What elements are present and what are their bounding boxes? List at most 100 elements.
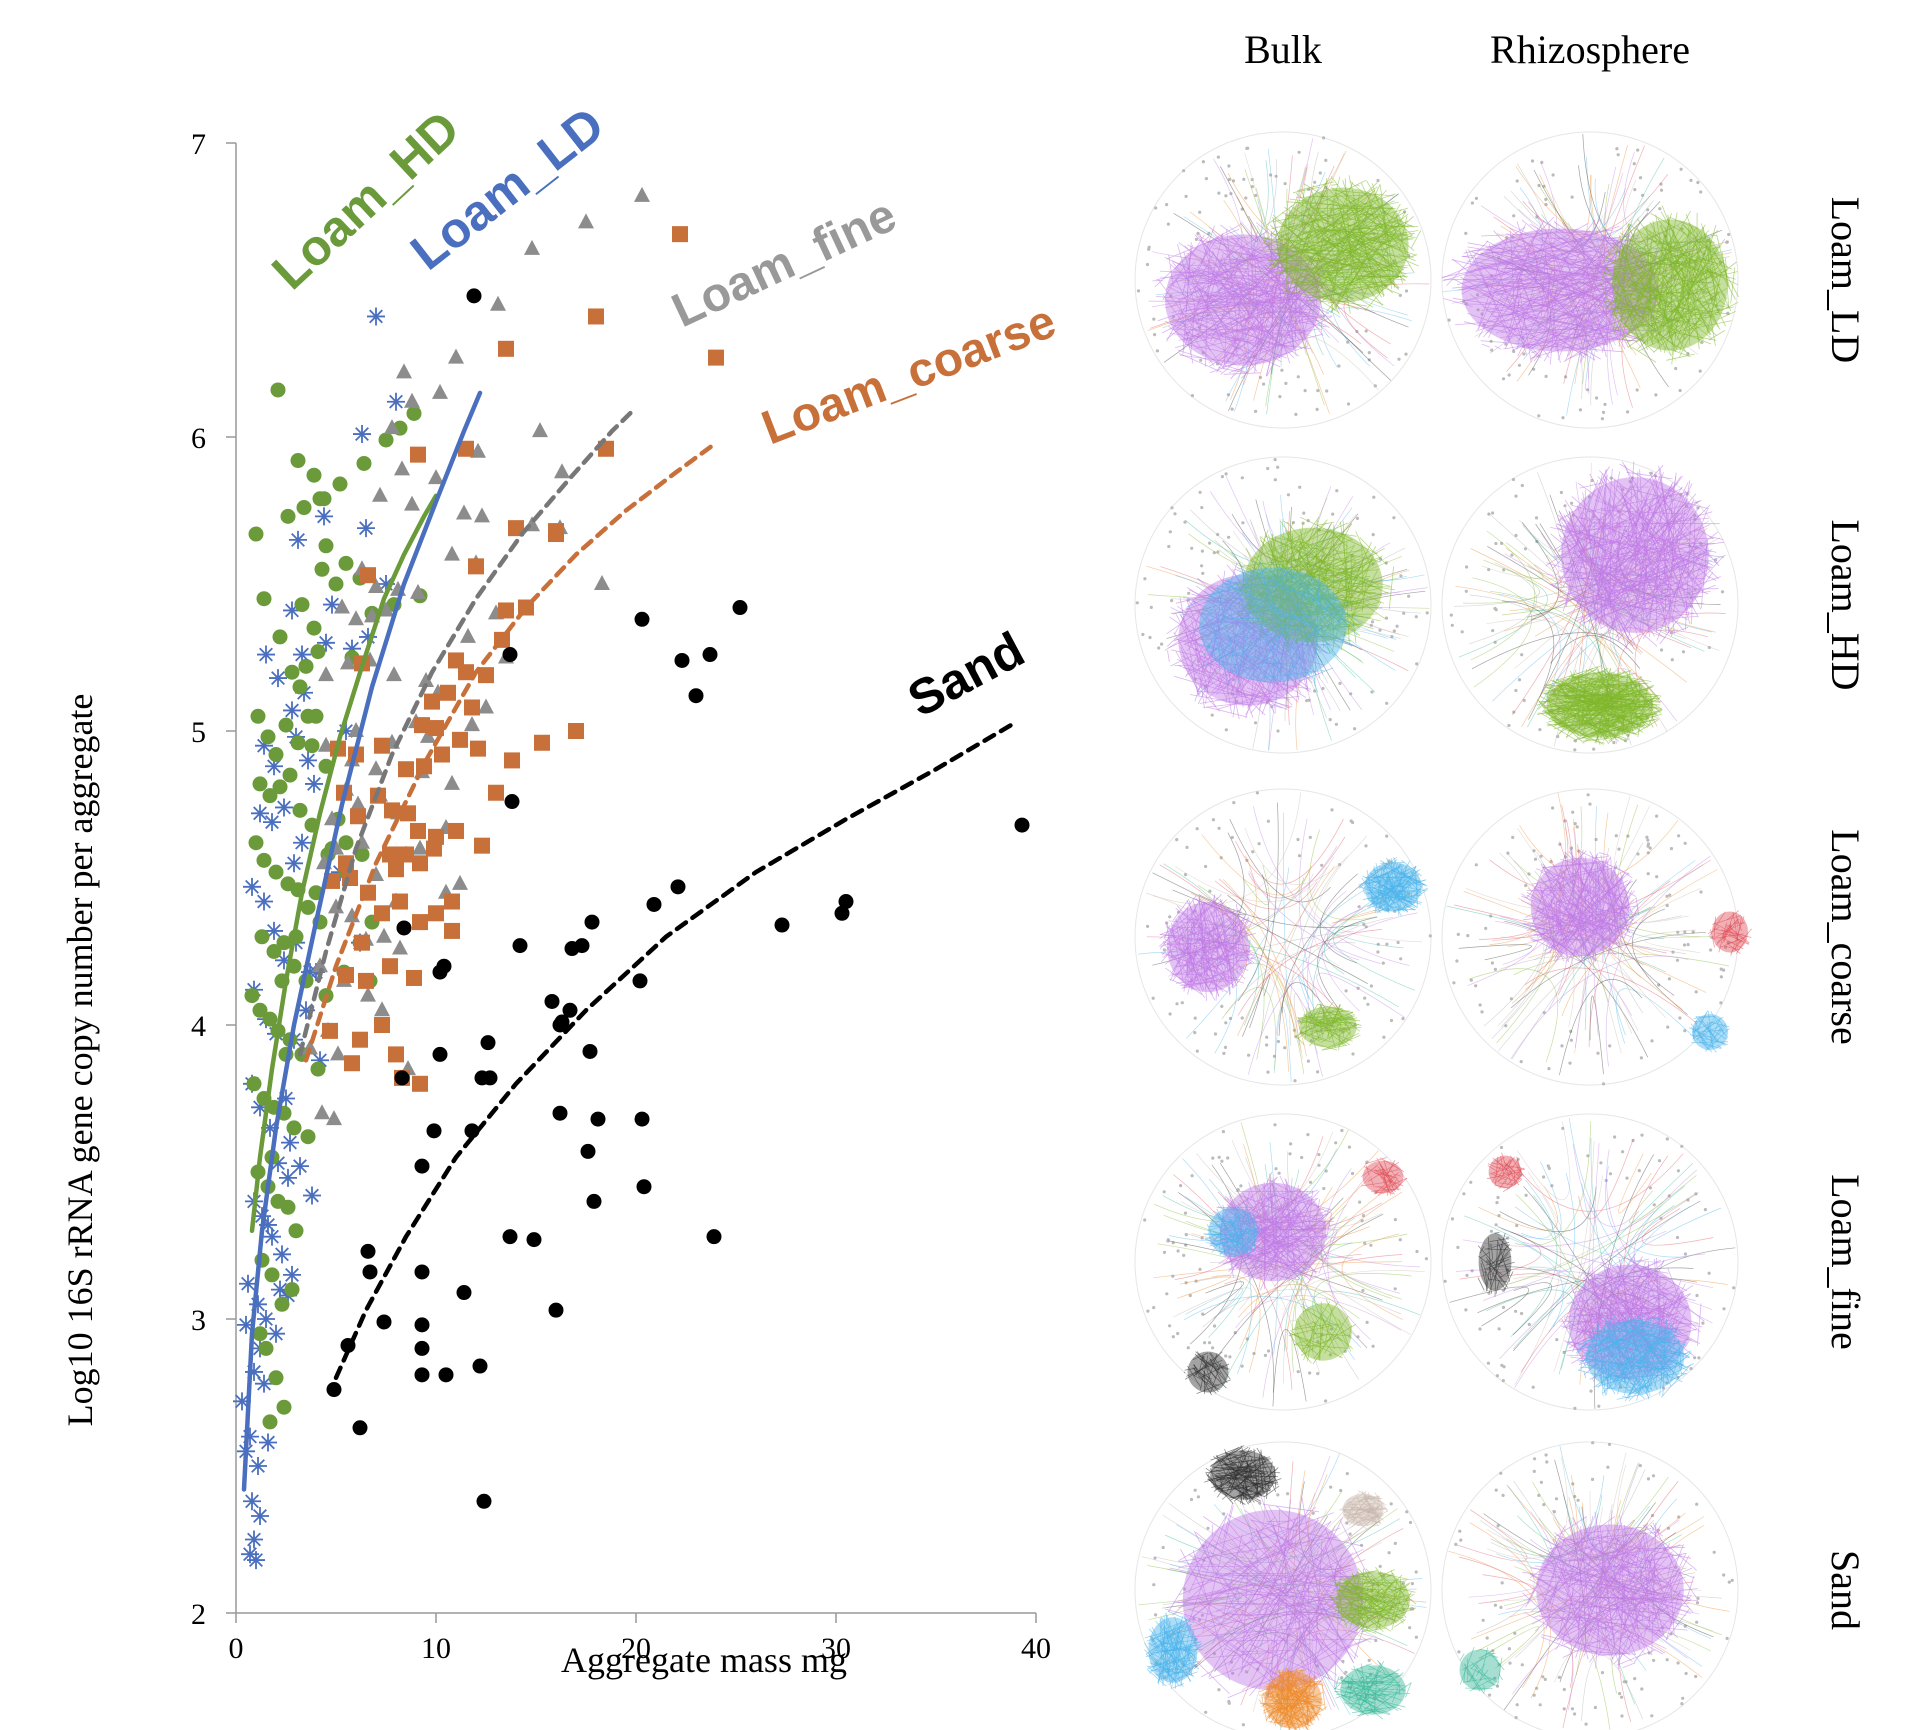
data-point xyxy=(251,804,269,823)
data-point xyxy=(458,664,474,681)
data-point xyxy=(674,652,690,668)
x-tick-label: 40 xyxy=(1021,1632,1051,1665)
data-point xyxy=(398,846,414,863)
data-point xyxy=(396,920,412,936)
data-point xyxy=(249,1457,267,1475)
data-point xyxy=(328,898,344,914)
data-point xyxy=(384,419,400,435)
network-graph xyxy=(1134,131,1432,429)
data-point xyxy=(338,967,354,984)
data-point xyxy=(268,864,284,880)
data-point xyxy=(311,1051,329,1070)
network-graph xyxy=(1441,788,1752,1086)
data-point xyxy=(252,1326,268,1342)
data-point xyxy=(444,774,460,790)
data-point xyxy=(278,717,294,733)
column-header-bulk: Bulk xyxy=(1244,27,1322,72)
trend-lines xyxy=(241,390,1019,1492)
x-tick-label: 20 xyxy=(621,1632,651,1665)
data-point xyxy=(526,1232,542,1248)
data-point xyxy=(248,835,264,851)
data-point xyxy=(774,917,790,933)
data-point xyxy=(458,440,474,457)
data-point xyxy=(283,701,301,720)
data-point xyxy=(255,736,273,755)
data-point xyxy=(646,896,662,912)
data-point xyxy=(283,1265,301,1284)
data-point xyxy=(424,693,440,710)
data-point xyxy=(255,1374,273,1393)
trend-loam-fine xyxy=(297,405,639,1057)
data-point xyxy=(834,905,850,921)
data-point xyxy=(524,239,540,255)
data-point xyxy=(360,1243,376,1259)
data-point xyxy=(368,760,384,776)
data-point xyxy=(398,761,414,778)
data-point xyxy=(288,1223,304,1239)
data-point xyxy=(466,288,482,304)
data-point xyxy=(378,432,394,448)
network-graph xyxy=(1134,456,1432,754)
data-series xyxy=(233,186,1030,1570)
data-point xyxy=(384,802,400,819)
data-point xyxy=(582,1043,598,1059)
data-point xyxy=(382,846,398,863)
data-point xyxy=(382,958,398,975)
data-point xyxy=(266,944,282,959)
data-point xyxy=(444,893,460,910)
data-point xyxy=(452,731,468,748)
data-point xyxy=(245,1362,263,1381)
data-point xyxy=(359,627,377,646)
network-graph xyxy=(1441,131,1739,429)
data-point xyxy=(412,839,428,855)
data-point xyxy=(280,1199,296,1215)
data-point xyxy=(394,1070,410,1086)
data-point xyxy=(672,226,688,243)
network-graph xyxy=(1441,1113,1739,1411)
data-point xyxy=(396,363,412,379)
data-point xyxy=(350,795,366,811)
data-point xyxy=(708,349,724,366)
data-point xyxy=(414,1317,430,1333)
x-axis-title: Aggregate mass mg xyxy=(561,1640,847,1680)
y-tick-label: 6 xyxy=(191,422,206,455)
data-point xyxy=(378,601,394,617)
data-point xyxy=(241,1545,259,1564)
data-point xyxy=(263,813,281,832)
data-point xyxy=(357,519,375,538)
data-point xyxy=(283,601,301,620)
data-point xyxy=(1014,817,1030,833)
data-point xyxy=(702,647,718,663)
data-point xyxy=(300,899,316,915)
trend-loam-hd xyxy=(249,493,439,1234)
data-point xyxy=(372,486,388,502)
data-point xyxy=(279,1168,297,1187)
data-point xyxy=(268,1370,284,1386)
data-point xyxy=(634,1111,650,1127)
data-point xyxy=(504,794,520,810)
data-point xyxy=(338,835,354,851)
data-point xyxy=(315,507,333,526)
data-point xyxy=(470,740,486,757)
data-point xyxy=(386,666,402,682)
data-point xyxy=(578,213,594,229)
data-point xyxy=(376,1314,392,1330)
y-tick-labels: 2 3 4 5 6 7 xyxy=(191,128,236,1631)
data-point xyxy=(478,667,494,684)
data-point xyxy=(275,951,293,970)
row-label-loam-hd: Loam_HD xyxy=(1823,519,1868,690)
data-point xyxy=(464,1123,480,1139)
x-tick-labels: 0 10 20 30 40 xyxy=(229,1613,1051,1665)
series-annotations: Loam_HD Loam_LD Loam_fine Loam_coarse Sa… xyxy=(261,96,1063,727)
data-point xyxy=(432,1046,448,1062)
data-point xyxy=(374,1017,390,1033)
data-point xyxy=(297,1001,315,1020)
data-point xyxy=(360,986,376,1002)
data-point xyxy=(306,620,322,636)
data-point xyxy=(276,935,292,951)
series-sand xyxy=(326,288,1030,1509)
data-point xyxy=(318,666,334,682)
data-point xyxy=(340,654,356,670)
data-point xyxy=(636,1179,652,1195)
